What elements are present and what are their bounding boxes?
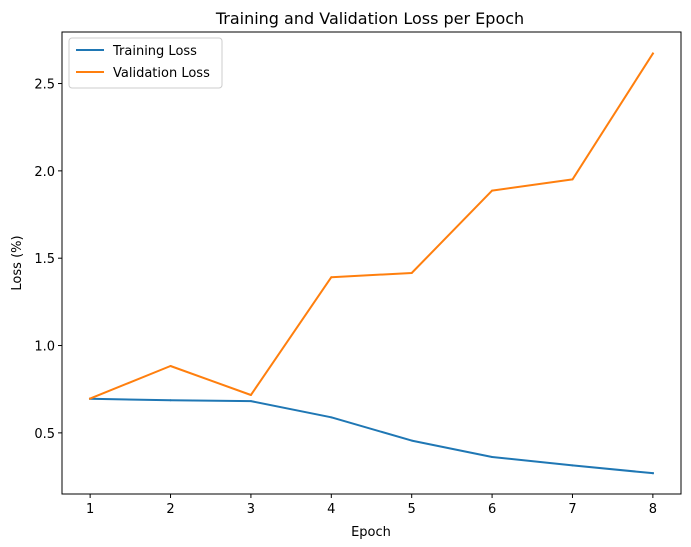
data-point-training-loss: [491, 455, 494, 458]
legend-box: [68, 37, 223, 89]
series-line-validation-loss: [88, 52, 655, 400]
data-point-validation-loss: [249, 393, 252, 396]
y-tick-label: 2.0: [34, 165, 55, 180]
y-axis: 0.5 1.0 1.5 2.0 2.5: [34, 78, 62, 442]
data-point-training-loss: [169, 399, 172, 402]
plot-frame: [61, 31, 682, 495]
data-point-validation-loss: [89, 397, 92, 400]
x-tick-label: 8: [649, 502, 657, 517]
y-tick-label: 1.0: [34, 340, 55, 355]
data-point-validation-loss: [651, 52, 654, 55]
chart-title: Training and Validation Loss per Epoch: [215, 9, 524, 28]
series-lines: [88, 52, 655, 475]
data-point-validation-loss: [330, 276, 333, 279]
data-point-validation-loss: [571, 178, 574, 181]
data-point-validation-loss: [169, 364, 172, 367]
data-point-training-loss: [651, 472, 654, 475]
legend-label-validation-loss: Validation Loss: [113, 66, 210, 81]
legend: Training Loss Validation Loss: [68, 37, 223, 89]
x-axis: 1 2 3 4 5 6 7 8: [86, 494, 657, 517]
y-tick-label: 2.5: [34, 78, 55, 93]
x-tick-label: 1: [86, 502, 94, 517]
data-point-validation-loss: [491, 189, 494, 192]
y-tick-label: 1.5: [34, 252, 55, 267]
legend-label-training-loss: Training Loss: [112, 44, 197, 59]
data-point-training-loss: [330, 416, 333, 419]
series-line-training-loss: [89, 397, 654, 475]
x-tick-label: 6: [488, 502, 496, 517]
x-axis-label: Epoch: [351, 525, 391, 540]
data-point-training-loss: [249, 400, 252, 403]
data-point-training-loss: [410, 439, 413, 442]
y-tick-label: 0.5: [34, 427, 55, 442]
y-axis-label: Loss (%): [10, 235, 25, 290]
data-point-validation-loss: [410, 272, 413, 275]
x-tick-label: 5: [408, 502, 416, 517]
x-tick-label: 4: [327, 502, 335, 517]
data-point-training-loss: [571, 464, 574, 467]
plot-area: [61, 31, 682, 495]
x-tick-label: 3: [247, 502, 255, 517]
x-tick-label: 2: [166, 502, 174, 517]
x-tick-label: 7: [568, 502, 576, 517]
